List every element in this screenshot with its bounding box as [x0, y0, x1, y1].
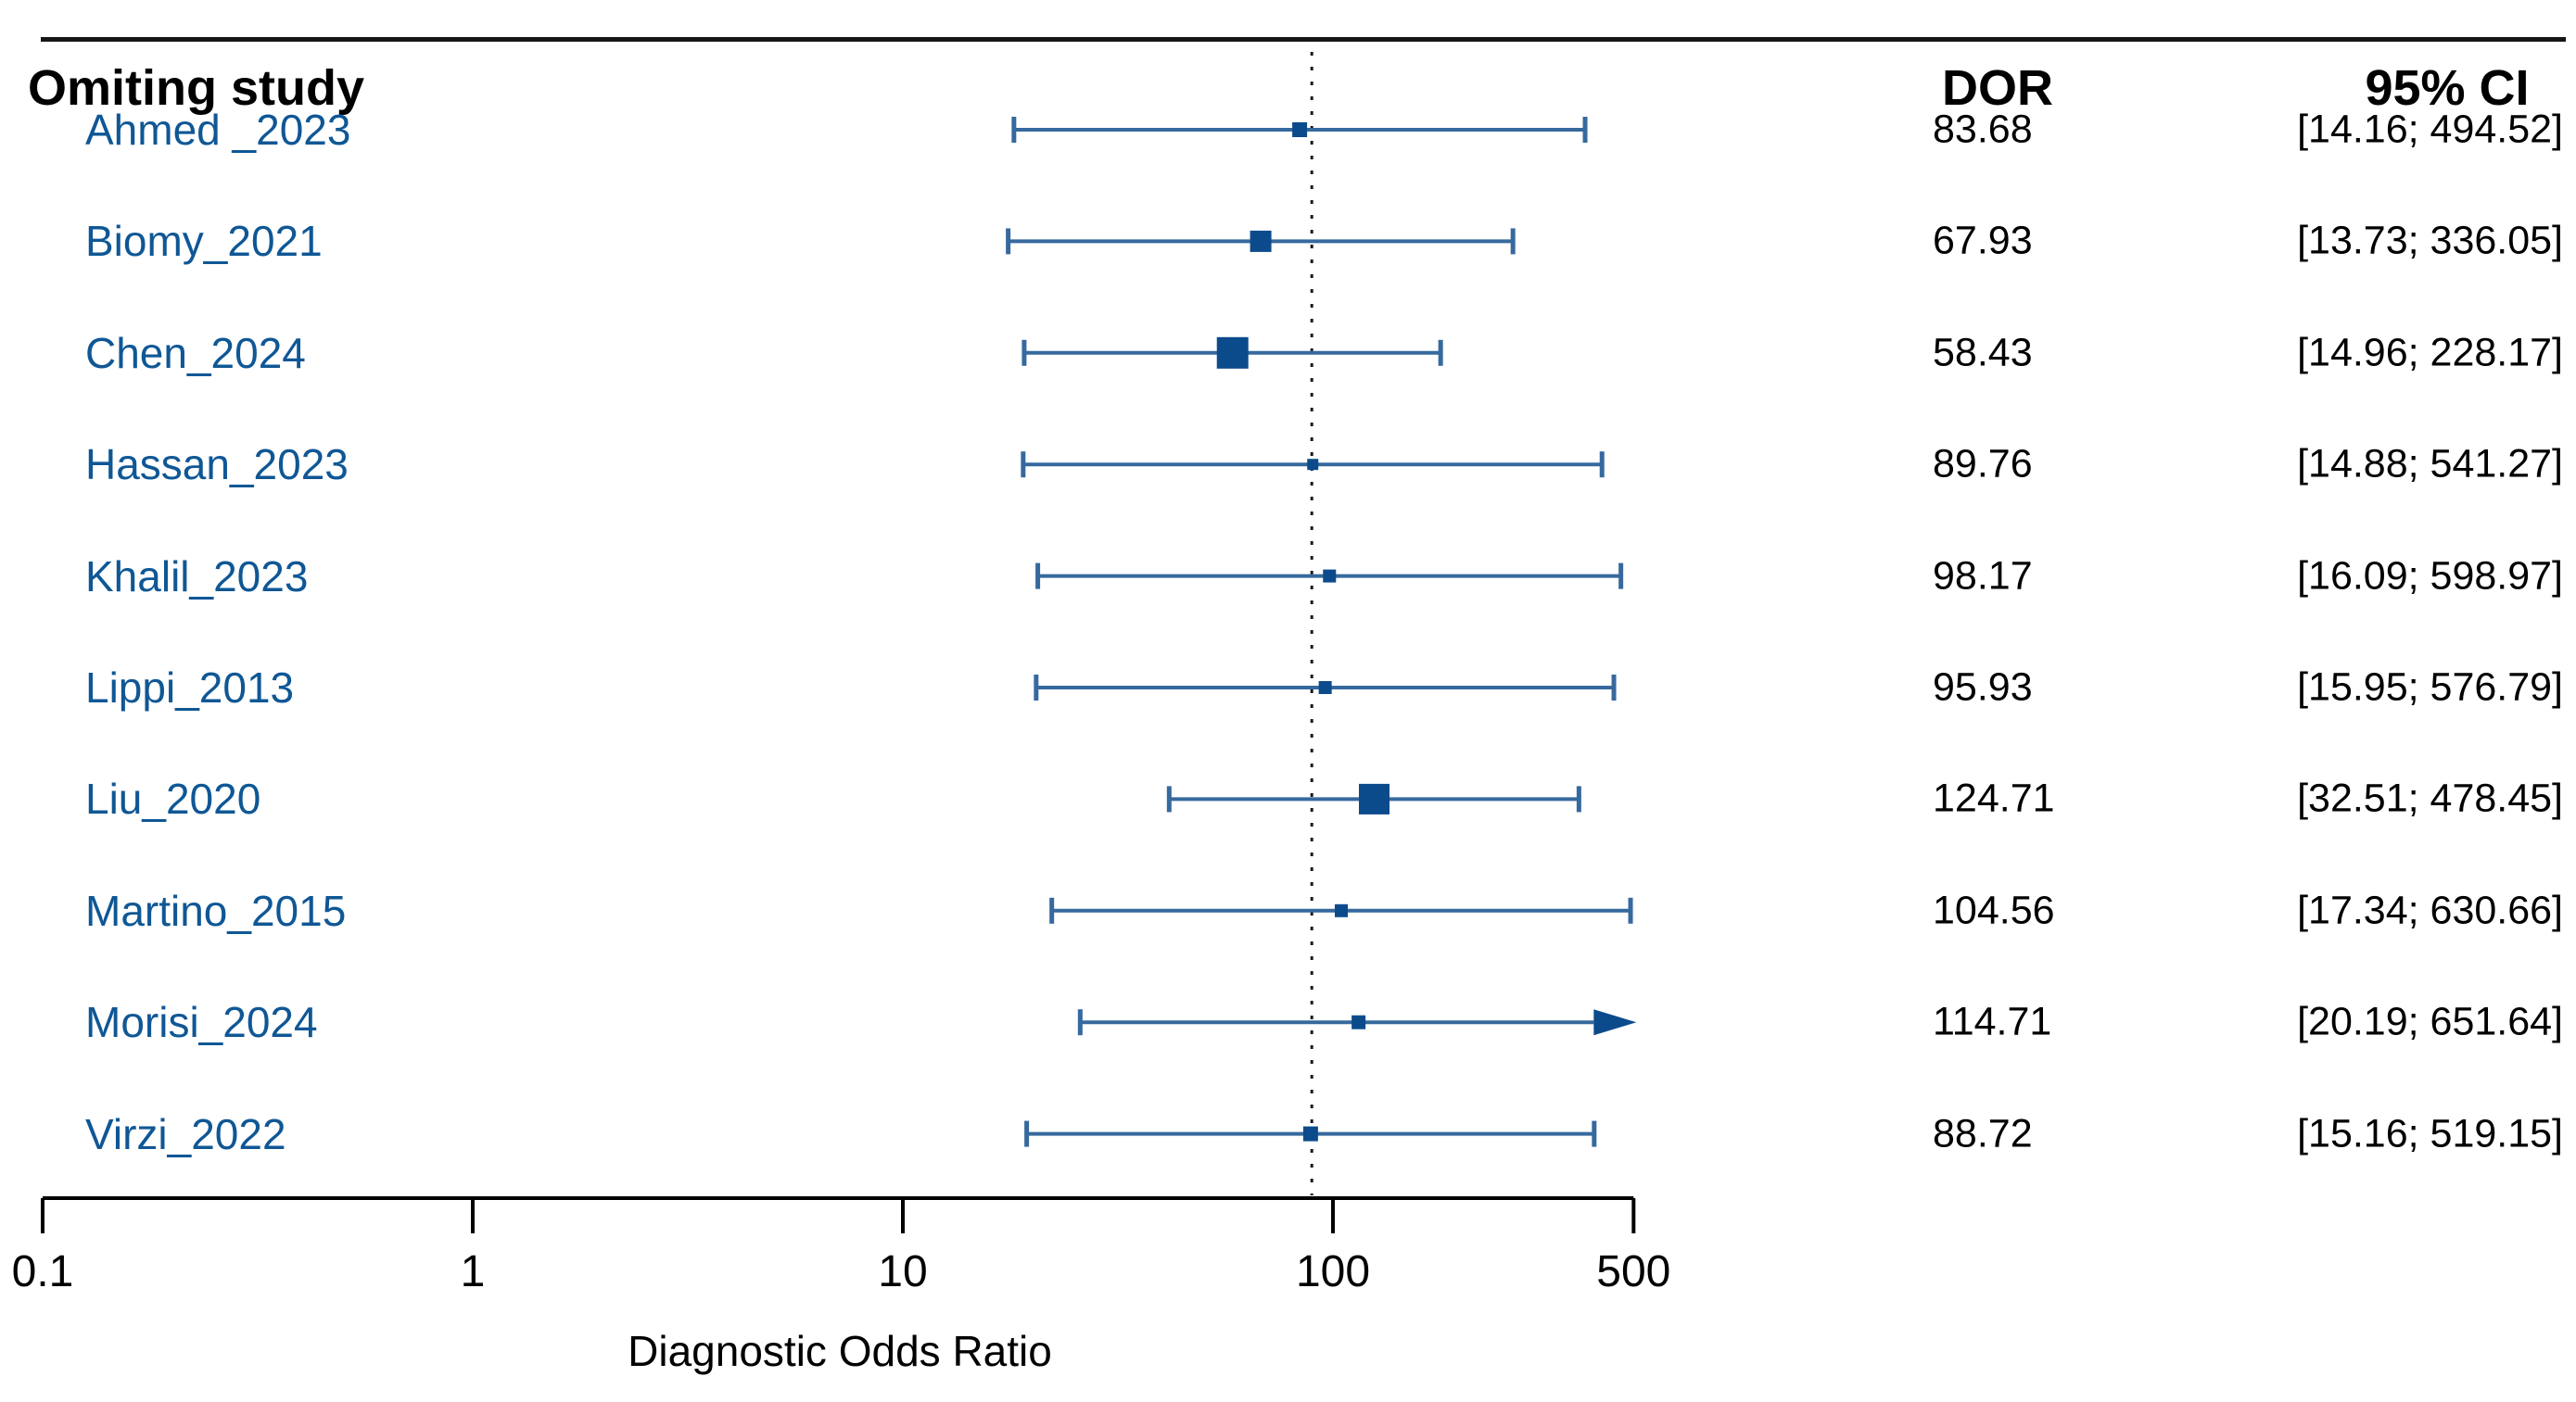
ci-value: [14.16; 494.52] — [2297, 107, 2563, 152]
effect-square — [1216, 336, 1249, 369]
effect-square — [1292, 122, 1308, 137]
study-label: Virzi_2022 — [85, 1109, 286, 1158]
effect-square — [1318, 681, 1332, 694]
x-axis-tick-label: 500 — [1596, 1247, 1670, 1296]
dor-value: 95.93 — [1933, 664, 2033, 710]
ci-value: [14.88; 541.27] — [2297, 441, 2563, 486]
study-label: Khalil_2023 — [85, 551, 309, 600]
study-label: Chen_2024 — [85, 328, 306, 377]
study-label: Lippi_2013 — [85, 663, 295, 712]
effect-square — [1307, 459, 1319, 471]
effect-square — [1334, 903, 1348, 917]
dor-value: 89.76 — [1933, 441, 2033, 486]
ci-value: [13.73; 336.05] — [2297, 218, 2563, 263]
ci-value: [15.95; 576.79] — [2297, 664, 2563, 710]
x-axis-title: Diagnostic Odds Ratio — [628, 1327, 1052, 1375]
x-axis-tick-label: 10 — [878, 1247, 927, 1296]
study-label: Ahmed _2023 — [85, 106, 351, 154]
dor-value: 104.56 — [1933, 888, 2055, 933]
column-header-dor: DOR — [1942, 60, 2053, 116]
effect-square — [1351, 1015, 1366, 1029]
ci-value: [17.34; 630.66] — [2297, 888, 2563, 933]
ci-value: [15.16; 519.15] — [2297, 1111, 2563, 1156]
study-label: Liu_2020 — [85, 775, 261, 824]
dor-value: 83.68 — [1933, 107, 2033, 152]
ci-value: [16.09; 598.97] — [2297, 553, 2563, 599]
dor-value: 124.71 — [1933, 776, 2055, 821]
ci-value: [32.51; 478.45] — [2297, 776, 2563, 821]
dor-value: 114.71 — [1933, 999, 2052, 1044]
column-header-95ci: 95% CI — [2365, 60, 2530, 116]
x-axis-tick-label: 100 — [1296, 1247, 1370, 1296]
dor-value: 98.17 — [1933, 553, 2033, 599]
clipped-arrow-icon — [1593, 1009, 1637, 1036]
effect-square — [1358, 783, 1390, 815]
dor-value: 58.43 — [1933, 330, 2033, 375]
ci-value: [20.19; 651.64] — [2297, 999, 2563, 1044]
dor-value: 88.72 — [1933, 1111, 2033, 1156]
top-rule — [41, 37, 2566, 42]
study-label: Hassan_2023 — [85, 440, 349, 489]
x-axis-tick-label: 0.1 — [12, 1247, 74, 1296]
effect-square — [1323, 569, 1337, 583]
effect-square — [1302, 1126, 1318, 1142]
study-label: Martino_2015 — [85, 886, 347, 935]
dor-value: 67.93 — [1933, 218, 2033, 263]
column-header-omitting-study: Omiting study — [28, 60, 364, 116]
x-axis-tick-label: 1 — [461, 1247, 486, 1296]
ci-value: [14.96; 228.17] — [2297, 330, 2563, 375]
study-label: Biomy_2021 — [85, 217, 323, 266]
effect-square — [1250, 230, 1272, 252]
study-label: Morisi_2024 — [85, 998, 318, 1047]
